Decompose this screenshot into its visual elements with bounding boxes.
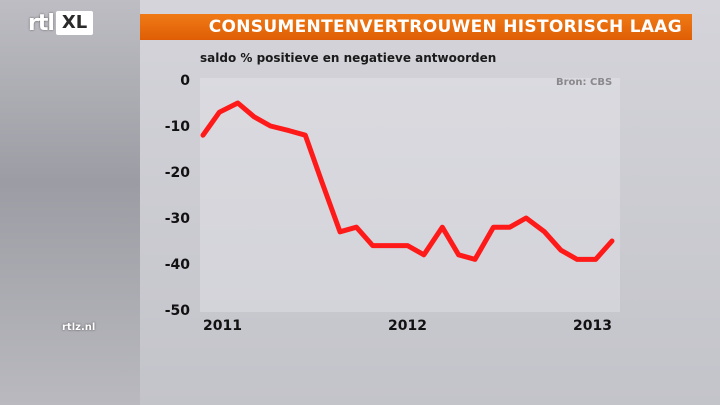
y-tick-label: -30 xyxy=(165,211,191,227)
chart-source: Bron: CBS xyxy=(556,77,613,88)
y-tick-label: -40 xyxy=(165,257,191,273)
y-tick-label: -10 xyxy=(165,119,191,135)
channel-logo: rtl XL xyxy=(28,10,94,36)
x-tick-label: 2011 xyxy=(203,318,242,334)
y-tick-label: 0 xyxy=(180,73,190,89)
title-bar: CONSUMENTENVERTROUWEN HISTORISCH LAAG xyxy=(140,14,692,40)
y-tick-label: -50 xyxy=(165,303,191,319)
x-tick-label: 2013 xyxy=(573,318,612,334)
y-tick-label: -20 xyxy=(165,165,191,181)
footer-url: rtlz.nl xyxy=(62,322,96,333)
chart-background xyxy=(140,0,720,405)
logo-xl-badge: XL xyxy=(55,11,94,35)
x-axis-ticks: 2011 2012 2013 xyxy=(203,318,612,334)
plot-area xyxy=(200,78,620,312)
x-tick-label: 2012 xyxy=(388,318,427,334)
chart-title: CONSUMENTENVERTROUWEN HISTORISCH LAAG xyxy=(208,17,682,37)
logo-rtl-text: rtl xyxy=(28,10,55,36)
background-photo-left xyxy=(0,0,140,405)
series-line xyxy=(200,100,615,262)
y-axis-ticks: 0 -10 -20 -30 -40 -50 xyxy=(165,73,191,319)
chart-subtitle: saldo % positieve en negatieve antwoorde… xyxy=(200,51,497,65)
